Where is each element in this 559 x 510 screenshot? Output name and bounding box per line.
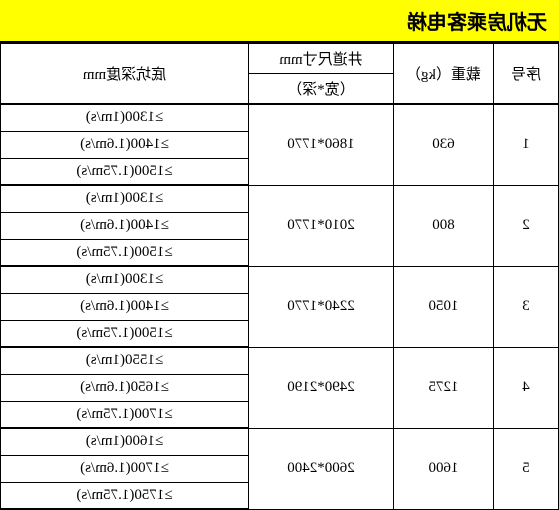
spec-table: 序号 载重（kg） 井道尺寸mm 底坑深度mm （宽*深） 16301860*1… xyxy=(0,43,559,510)
table-row: 412752490*2190≥1550(1m/s) xyxy=(1,347,559,374)
cell-num: 3 xyxy=(494,266,559,347)
header-pit: 底坑深度mm xyxy=(1,44,249,105)
cell-pit: ≥1650(1.6m/s) xyxy=(1,374,249,401)
cell-pit: ≥1300(1m/s) xyxy=(1,104,249,131)
table-row: 16301860*1770≥1300(1m/s) xyxy=(1,104,559,131)
cell-load: 630 xyxy=(394,104,494,185)
header-dim-top: 井道尺寸mm xyxy=(249,44,394,74)
cell-pit: ≥1400(1.6m/s) xyxy=(1,293,249,320)
cell-load: 1050 xyxy=(394,266,494,347)
cell-pit: ≥1400(1.6m/s) xyxy=(1,131,249,158)
table-row: 28002010*1770≥1300(1m/s) xyxy=(1,185,559,212)
cell-pit: ≥1500(1.75m/s) xyxy=(1,158,249,185)
header-load: 载重（kg） xyxy=(394,44,494,105)
cell-load: 800 xyxy=(394,185,494,266)
table-row: 516002600*2400≥1600(1m/s) xyxy=(1,428,559,455)
cell-pit: ≥1300(1m/s) xyxy=(1,185,249,212)
cell-dim: 2600*2400 xyxy=(249,428,394,509)
cell-dim: 2490*2190 xyxy=(249,347,394,428)
header-num: 序号 xyxy=(494,44,559,105)
cell-pit: ≥1500(1.75m/s) xyxy=(1,239,249,266)
cell-pit: ≥1400(1.6m/s) xyxy=(1,212,249,239)
cell-pit: ≥1700(1.75m/s) xyxy=(1,401,249,428)
cell-dim: 1860*1770 xyxy=(249,104,394,185)
cell-pit: ≥1300(1m/s) xyxy=(1,266,249,293)
cell-load: 1275 xyxy=(394,347,494,428)
table-title: 无机房乘客电梯 xyxy=(0,0,559,43)
cell-dim: 2240*1770 xyxy=(249,266,394,347)
table-row: 310502240*1770≥1300(1m/s) xyxy=(1,266,559,293)
header-dim-sub: （宽*深） xyxy=(249,74,394,105)
cell-num: 2 xyxy=(494,185,559,266)
cell-load: 1600 xyxy=(394,428,494,509)
cell-pit: ≥1750(1.75m/s) xyxy=(1,482,249,509)
cell-pit: ≥1500(1.75m/s) xyxy=(1,320,249,347)
cell-pit: ≥1600(1m/s) xyxy=(1,428,249,455)
cell-num: 1 xyxy=(494,104,559,185)
cell-num: 4 xyxy=(494,347,559,428)
cell-pit: ≥1700(1.6m/s) xyxy=(1,455,249,482)
cell-pit: ≥1550(1m/s) xyxy=(1,347,249,374)
cell-dim: 2010*1770 xyxy=(249,185,394,266)
cell-num: 5 xyxy=(494,428,559,509)
